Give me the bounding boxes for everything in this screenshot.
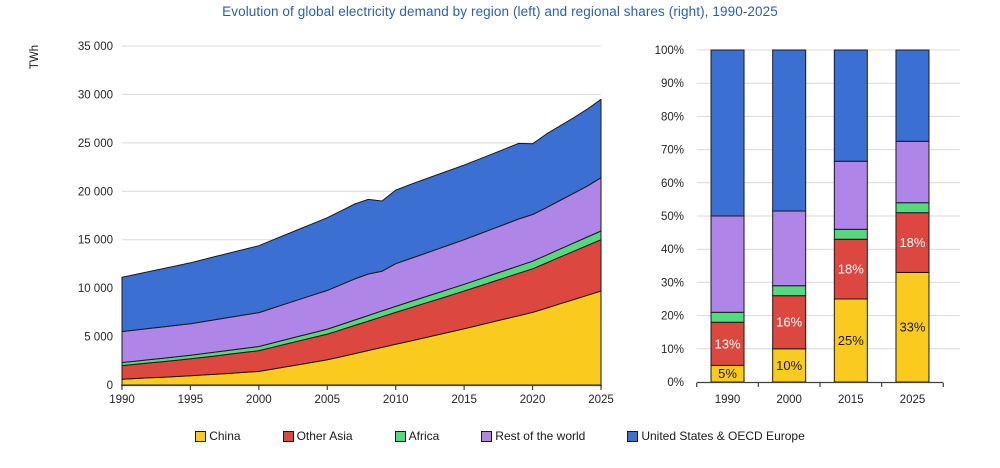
charts-svg: 1990 1995 2000 2005 2010 2015 2020 2025 0 5 000 10… — [29, 41, 960, 406]
y-tick-label: 10% — [661, 344, 684, 356]
legend-label-rest-of-the-world: Rest of the world — [495, 429, 586, 443]
y-tick-label: 0% — [667, 377, 684, 389]
figure-title: Evolution of global electricity demand b… — [222, 4, 778, 19]
bar-label-2015-other-asia: 18% — [838, 262, 864, 277]
legend-swatch-other-asia — [282, 430, 294, 442]
bar-label-1990-other-asia: 13% — [715, 336, 741, 351]
legend-item-rest-of-the-world: Rest of the world — [481, 429, 585, 443]
x-tick-label: 2025 — [588, 394, 614, 406]
bar-segment-2025-africa — [895, 202, 930, 214]
x-tick-label: 2015 — [451, 394, 477, 406]
y-tick-label: 0 — [107, 380, 113, 392]
bar-label-2000-china: 10% — [776, 358, 802, 373]
legend-item-other-asia: Other Asia — [282, 429, 353, 443]
y-tick-label: 30% — [661, 277, 684, 289]
legend-swatch-china — [195, 430, 207, 442]
legend-item-united-states-oecd-europe: United States & OECD Europe — [627, 429, 805, 443]
y-tick-label: 20 000 — [78, 186, 113, 198]
area-band-united-states-oecd-europe — [121, 98, 602, 332]
y-tick-label: 40% — [661, 244, 684, 256]
bar-segment-2015-china — [833, 298, 868, 383]
bar-segment-2025-united-states-oecd-europe — [895, 49, 930, 142]
bar-segment-1990-united-states-oecd-europe — [710, 49, 745, 217]
y-tick-label: 80% — [661, 111, 684, 123]
y-axis-unit-label: TWh — [29, 45, 41, 69]
bar-segment-2015-rest-of-the-world — [833, 160, 868, 230]
y-tick-label: 25 000 — [78, 138, 113, 150]
y-tick-label: 5 000 — [84, 332, 113, 344]
bar-label-2025-other-asia: 18% — [899, 235, 925, 250]
legend-item-china: China — [195, 429, 241, 443]
y-tick-label: 35 000 — [78, 41, 113, 53]
legend: China Other Asia Africa Rest of the world Un… — [0, 429, 1000, 443]
legend-item-africa: Africa — [394, 429, 440, 443]
bar-segment-2000-united-states-oecd-europe — [772, 49, 807, 212]
bar-label-1990-china: 5% — [718, 366, 737, 381]
bar-label-2015-china: 25% — [838, 333, 864, 348]
x-tick-label: 2025 — [900, 394, 926, 406]
y-tick-label: 50% — [661, 211, 684, 223]
x-tick-label: 2000 — [246, 394, 272, 406]
y-tick-label: 30 000 — [78, 89, 113, 101]
bar-segment-2015-other-asia — [833, 238, 868, 300]
bar-segment-2025-other-asia — [895, 212, 930, 273]
bar-segment-1990-other-asia — [710, 321, 745, 366]
y-tick-label: 15 000 — [78, 235, 113, 247]
bar-segment-2000-africa — [772, 285, 807, 297]
legend-label-china: China — [209, 429, 241, 443]
bar-segment-2015-united-states-oecd-europe — [833, 49, 868, 162]
y-tick-label: 60% — [661, 178, 684, 190]
bar-segment-1990-africa — [710, 311, 745, 323]
x-tick-label: 2010 — [383, 394, 409, 406]
legend-swatch-rest-of-the-world — [481, 430, 493, 442]
x-tick-label: 2015 — [838, 394, 864, 406]
bar-segment-1990-rest-of-the-world — [710, 215, 745, 313]
bar-segment-2025-rest-of-the-world — [895, 140, 930, 204]
legend-swatch-united-states-oecd-europe — [627, 430, 639, 442]
bar-segment-2025-china — [895, 271, 930, 383]
y-tick-label: 70% — [661, 145, 684, 157]
y-tick-label: 10 000 — [78, 283, 113, 295]
x-tick-label: 1990 — [109, 394, 135, 406]
bar-label-2025-china: 33% — [899, 320, 925, 335]
legend-swatch-africa — [394, 430, 406, 442]
y-tick-label: 20% — [661, 311, 684, 323]
legend-label-united-states-oecd-europe: United States & OECD Europe — [641, 429, 805, 443]
x-tick-label: 1990 — [715, 394, 741, 406]
y-tick-label: 90% — [661, 78, 684, 90]
legend-label-africa: Africa — [408, 429, 440, 443]
x-tick-label: 2005 — [314, 394, 340, 406]
x-tick-label: 2000 — [776, 394, 802, 406]
y-tick-label: 100% — [655, 45, 684, 57]
bar-label-2000-other-asia: 16% — [776, 315, 802, 330]
bar-segment-2000-rest-of-the-world — [772, 210, 807, 287]
bar-segment-2015-africa — [833, 228, 868, 240]
legend-label-other-asia: Other Asia — [296, 429, 353, 443]
x-tick-label: 1995 — [178, 394, 204, 406]
x-tick-label: 2020 — [520, 394, 546, 406]
